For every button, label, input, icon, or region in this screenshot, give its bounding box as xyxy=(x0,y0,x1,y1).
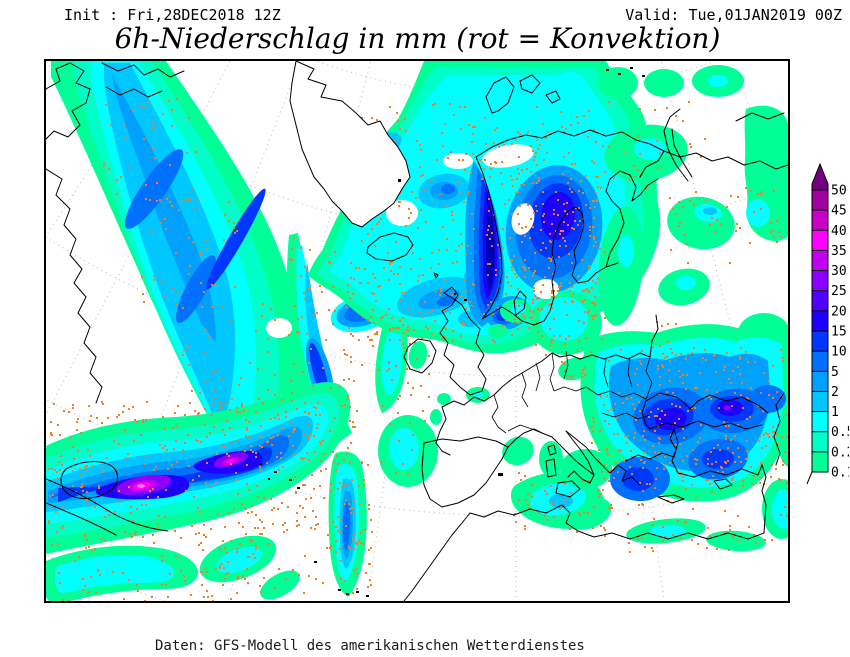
legend-value: 1 xyxy=(831,405,839,420)
legend-value: 40 xyxy=(831,224,847,239)
legend-value: 45 xyxy=(831,204,847,219)
greenland xyxy=(289,61,411,228)
color-scale-legend: 50 45 40 35 30 25 20 15 10 5 2 1 0.5 0.2 0.1 xyxy=(806,162,849,485)
init-time-label: Init : Fri,28DEC2018 12Z xyxy=(64,6,281,24)
data-source-credit: Daten: GFS-Modell des amerikanischen Wet… xyxy=(155,606,585,657)
valid-time-label: Valid: Tue,01JAN2019 00Z xyxy=(625,6,842,24)
page-title: 6h-Niederschlag in mm (rot = Konvektion) xyxy=(114,22,721,55)
precipitation-map xyxy=(46,61,788,601)
legend-value: 5 xyxy=(831,365,839,380)
coastlines xyxy=(46,61,788,601)
credit-line: Daten: GFS-Modell des amerikanischen Wet… xyxy=(155,638,585,654)
small-islands xyxy=(259,67,645,597)
legend-value: 50 xyxy=(831,184,847,199)
legend-value: 15 xyxy=(831,325,847,340)
legend-value: 0.1 xyxy=(831,466,849,481)
legend-value: 20 xyxy=(831,304,847,319)
legend-value: 0.5 xyxy=(831,425,849,440)
legend-value: 30 xyxy=(831,264,847,279)
legend-value: 35 xyxy=(831,244,847,259)
legend-value: 0.2 xyxy=(831,445,849,460)
legend-value: 2 xyxy=(831,385,839,400)
legend-value: 10 xyxy=(831,345,847,360)
precipitation-fields xyxy=(46,61,788,601)
legend-value: 25 xyxy=(831,284,847,299)
map-frame xyxy=(44,59,790,603)
convection-dots xyxy=(48,98,788,601)
